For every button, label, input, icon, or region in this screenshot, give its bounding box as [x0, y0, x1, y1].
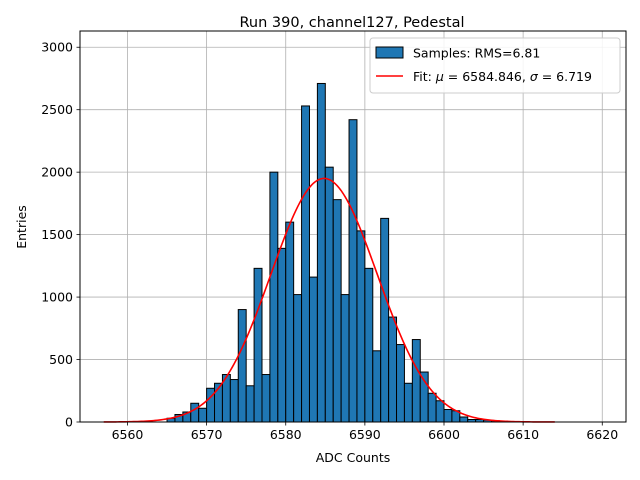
legend-fit-mu-value: = 6584.846,: [444, 69, 530, 84]
histogram-bar: [372, 350, 382, 423]
x-tick-label: 6620: [586, 427, 618, 442]
legend-box: [369, 37, 621, 94]
histogram-bar: [301, 105, 310, 423]
y-tick-label: 0: [65, 415, 73, 430]
legend-label-fit: Fit: μ = 6584.846, σ = 6.719: [413, 69, 592, 84]
histogram-bar: [380, 217, 390, 423]
histogram-bar: [340, 294, 350, 423]
x-tick-label: 6560: [112, 427, 144, 442]
x-tick-label: 6580: [270, 427, 302, 442]
histogram-bar: [364, 267, 374, 423]
histogram-bar: [403, 382, 413, 423]
y-tick-label: 3000: [41, 40, 73, 55]
histogram-bar: [229, 379, 239, 423]
plot-frame: [79, 30, 627, 423]
x-axis-label: ADC Counts: [316, 450, 391, 465]
histogram-bar: [356, 230, 366, 423]
legend-swatch-samples: [375, 46, 404, 59]
histogram-bar: [261, 374, 271, 423]
histogram-bar: [443, 409, 453, 423]
histogram-bar: [245, 385, 255, 423]
histogram-bar: [316, 82, 326, 423]
x-tick-label: 6570: [191, 427, 223, 442]
histogram-bar: [324, 166, 334, 423]
y-tick-label: 1500: [41, 227, 73, 242]
x-tick-label: 6600: [428, 427, 460, 442]
histogram-bars: [166, 82, 508, 423]
chart-title: Run 390, channel127, Pedestal: [239, 15, 464, 31]
y-tick-label: 500: [49, 352, 73, 367]
x-tick-label: 6610: [507, 427, 539, 442]
fit-curve: [103, 177, 555, 423]
x-tick-label: 6590: [349, 427, 381, 442]
histogram-bar: [277, 247, 287, 423]
histogram-bar: [237, 309, 247, 423]
histogram-bar: [348, 119, 358, 423]
legend-label-samples: Samples: RMS=6.81: [413, 46, 540, 61]
histogram-bar: [198, 407, 208, 423]
histogram-bar: [396, 344, 405, 423]
legend-fit-mu-symbol: μ: [435, 69, 444, 84]
histogram-bar: [293, 294, 303, 423]
histogram-bar: [411, 339, 421, 423]
x-axis-ticks: 6560 6570 6580 6590 6600 6610 6620: [112, 422, 618, 442]
legend-fit-sigma-value: = 6.719: [538, 69, 592, 84]
legend-fit-prefix: Fit:: [413, 69, 436, 84]
histogram-bar: [435, 400, 445, 423]
histogram-bar: [459, 416, 469, 423]
fit-curve-layer: [103, 177, 555, 423]
histogram-bar: [308, 276, 318, 423]
histogram-bar: [253, 267, 263, 423]
y-axis-label: Entries: [14, 205, 29, 249]
y-tick-label: 1000: [41, 290, 73, 305]
y-axis-ticks: 0 500 1000 1500 2000 2500 3000: [41, 40, 80, 430]
y-tick-label: 2000: [41, 165, 73, 180]
histogram-bar: [269, 171, 279, 423]
histogram-bar: [388, 316, 398, 423]
legend-fit-sigma-symbol: σ: [530, 69, 539, 84]
histogram-bar: [427, 392, 437, 423]
y-tick-label: 2500: [41, 102, 73, 117]
histogram-bar: [332, 199, 342, 423]
histogram-bar: [190, 402, 200, 423]
histogram-bar: [285, 221, 295, 423]
legend: Samples: RMS=6.81 Fit: μ = 6584.846, σ =…: [369, 37, 621, 94]
